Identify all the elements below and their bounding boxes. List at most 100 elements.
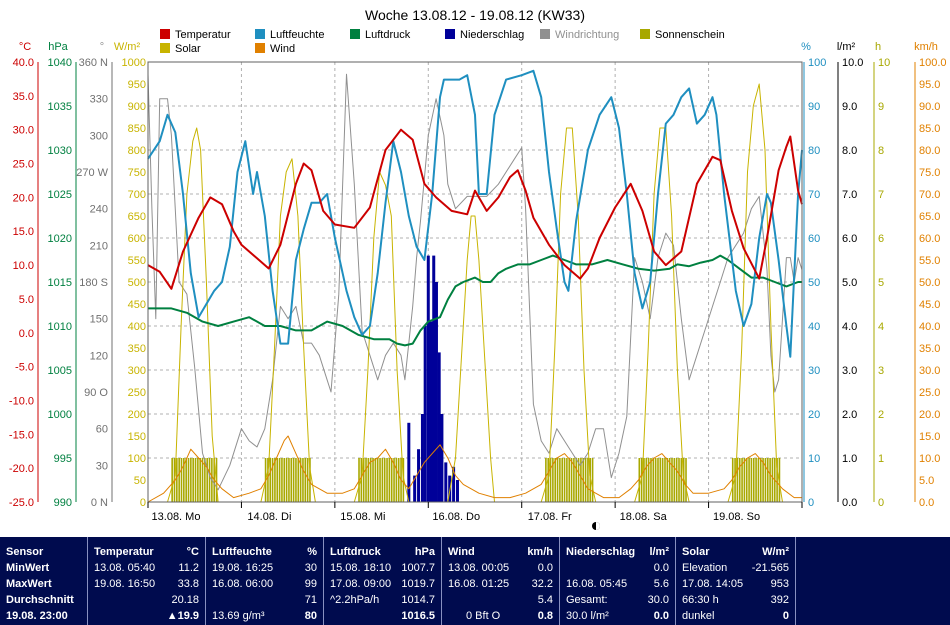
sunshine-bar	[271, 458, 274, 502]
sunshine-bar	[372, 458, 374, 502]
legend-swatch	[160, 43, 170, 53]
axis-tick-label: 0	[140, 497, 146, 509]
stats-col-solar: Solar W/m² Elevation -21.565 17.08. 14:05 9…	[676, 537, 796, 625]
sunshine-bar	[292, 458, 295, 502]
sunshine-bar	[645, 458, 648, 502]
axis-tick-label: 0.0	[842, 497, 857, 509]
sunshine-bar	[671, 458, 673, 502]
sunshine-bar	[360, 458, 363, 502]
sunshine-bar	[568, 458, 571, 502]
stats-value: 20.18	[171, 594, 199, 606]
stats-value: 32.2	[531, 578, 553, 590]
sunshine-bar	[381, 458, 384, 502]
stats-value: 33.8	[177, 578, 199, 590]
sunshine-bar	[383, 458, 386, 502]
stats-note: Gesamt:	[566, 594, 608, 606]
sunshine-bar	[584, 458, 587, 502]
stats-time: 16.08. 01:25	[448, 578, 510, 590]
axis-tick-label: -15.0	[9, 429, 34, 441]
sunshine-bar	[267, 458, 269, 502]
sunshine-bar	[575, 458, 578, 502]
axis-tick-label: 9.0	[842, 101, 857, 113]
sunshine-bar	[561, 458, 564, 502]
stats-table: Sensor MinWert MaxWert Durchschnitt 19.0…	[0, 537, 950, 625]
axis-tick-label: 240	[90, 204, 108, 216]
x-tick-label: 18.08. Sa	[620, 511, 668, 523]
stats-value: 99	[304, 578, 317, 590]
sunshine-bar	[750, 458, 753, 502]
sunshine-bar	[755, 458, 757, 502]
sunshine-bar	[659, 458, 662, 502]
axis-tick-label: 120	[90, 350, 108, 362]
sunshine-bar	[285, 458, 288, 502]
stats-col-sensor: Sensor MinWert MaxWert Durchschnitt 19.0…	[0, 537, 88, 625]
stats-current-solar: 0	[782, 610, 789, 622]
sunshine-bar	[402, 458, 405, 502]
stats-label-time: 19.08. 23:00	[6, 610, 68, 622]
rain-bar	[437, 352, 441, 502]
sunshine-bar	[369, 458, 372, 502]
stats-value: 5.4	[537, 594, 553, 606]
stats-time: 13.08. 00:05	[448, 562, 510, 574]
axis-tick-label: -25.0	[9, 497, 34, 509]
axis-tick-label: 75.0	[919, 167, 940, 179]
legend-swatch	[255, 43, 265, 53]
sunshine-bar	[180, 458, 183, 502]
sunshine-bar	[552, 458, 554, 502]
axis-tick-label: 1.0	[842, 453, 857, 465]
rain-bar	[452, 466, 456, 502]
rain-bar	[455, 480, 459, 502]
rain-bar	[417, 449, 421, 502]
legend-label: Windrichtung	[555, 29, 619, 41]
stats-unit: °C	[186, 546, 199, 558]
axis-tick-label: 0	[808, 497, 814, 509]
x-tick-label: 16.08. Do	[432, 511, 480, 523]
stats-value: 30.0	[647, 594, 669, 606]
axis-tick-label: 4	[878, 321, 884, 333]
x-tick-label: 17.08. Fr	[528, 511, 572, 523]
stats-label-max: MaxWert	[6, 578, 52, 590]
axis-tick-label: 10	[878, 57, 890, 69]
x-tick-label: 15.08. Mi	[340, 511, 385, 523]
axis-tick-label: 150	[90, 314, 108, 326]
rain-bar	[429, 321, 433, 502]
sunshine-bar	[682, 458, 685, 502]
sunshine-bar	[741, 458, 743, 502]
series-line-windrichtung	[147, 73, 803, 491]
stats-current-pressure: 1016.5	[401, 610, 435, 622]
stats-note: 30.0 l/m²	[566, 610, 609, 622]
axis-tick-label: 15.0	[13, 226, 34, 238]
stats-note: 66:30 h	[682, 594, 719, 606]
axis-tick-label: 35.0	[13, 91, 34, 103]
sunshine-bar	[299, 458, 302, 502]
series-line-luftdruck	[148, 254, 802, 347]
axis-tick-label: 3	[878, 365, 884, 377]
stats-col-humidity: Luftfeuchte% 19.08. 16:25 30 16.08. 06:00…	[206, 537, 324, 625]
sunshine-bar	[295, 458, 297, 502]
sunshine-bar	[657, 458, 659, 502]
legend-label: Temperatur	[175, 29, 231, 41]
axis-tick-label: 2.0	[842, 409, 857, 421]
sunshine-bar	[650, 458, 652, 502]
sunshine-bar	[388, 458, 391, 502]
sunshine-bar	[587, 458, 589, 502]
legend-label: Solar	[175, 43, 201, 55]
axis-tick-label: 70.0	[919, 189, 940, 201]
sunshine-bar	[302, 458, 304, 502]
axis-tick-label: 600	[128, 233, 146, 245]
axis-tick-label: 45.0	[919, 299, 940, 311]
sunshine-bar	[208, 458, 211, 502]
sunshine-bar	[664, 458, 666, 502]
sunshine-bar	[192, 458, 194, 502]
sunshine-bar	[395, 458, 398, 502]
stats-value: 5.6	[653, 578, 669, 590]
axis-tick-label: 950	[128, 79, 146, 91]
sunshine-bar	[367, 458, 370, 502]
axis-tick-label: 100	[808, 57, 826, 69]
axis-tick-label: 30	[96, 460, 108, 472]
axis-tick-label: 100.0	[919, 57, 947, 69]
stats-value: 1019.7	[401, 578, 435, 590]
axis-tick-label: 360 N	[79, 57, 108, 69]
axis-tick-label: 90.0	[919, 101, 940, 113]
axis-tick-label: 750	[128, 167, 146, 179]
